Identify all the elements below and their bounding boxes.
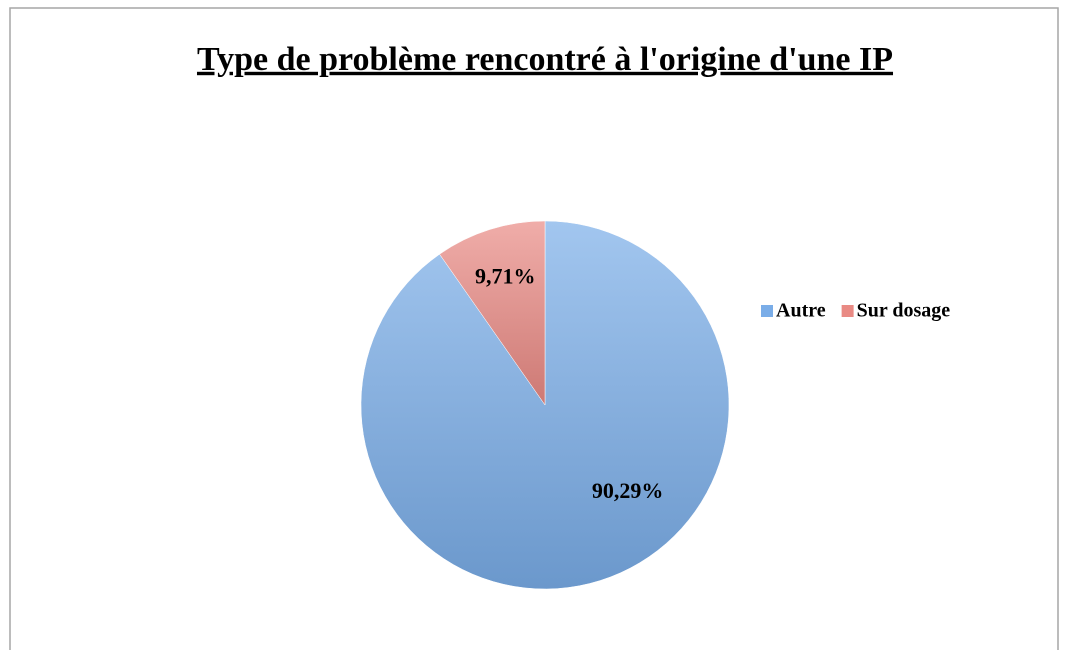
data-label: 90,29% <box>592 478 664 503</box>
legend-swatch <box>761 305 773 317</box>
legend-label: Autre <box>776 300 826 322</box>
legend-swatch <box>841 305 854 317</box>
pie-slice <box>439 220 546 406</box>
data-label: 9,71% <box>475 264 536 289</box>
chart-border <box>9 7 1059 650</box>
legend-label: Sur dosage <box>857 300 951 322</box>
chart-title: Type de problème rencontré à l'origine d… <box>197 41 893 78</box>
